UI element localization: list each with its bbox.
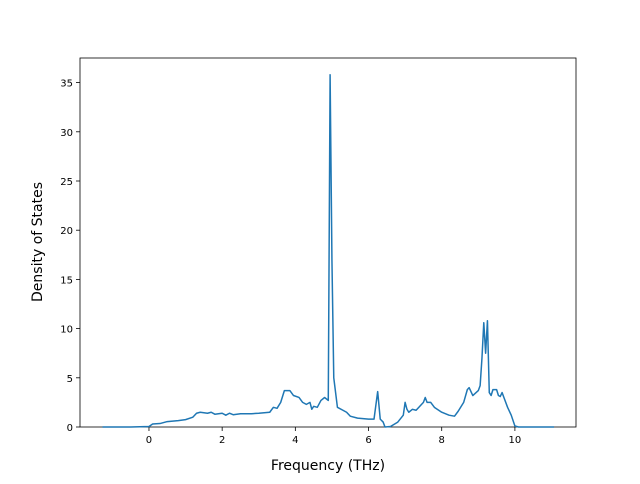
x-tick-label: 6: [365, 435, 371, 446]
x-tick-label: 10: [509, 435, 522, 446]
y-tick-label: 30: [60, 128, 73, 139]
axes-frame: [79, 57, 577, 428]
y-tick-label: 20: [60, 226, 73, 237]
y-tick-label: 15: [60, 275, 73, 286]
y-tick-label: 5: [67, 374, 73, 385]
y-tick-label: 25: [60, 177, 73, 188]
x-tick-label: 2: [219, 435, 225, 446]
data-line: [102, 73, 555, 428]
y-axis-label: Density of States: [30, 182, 46, 302]
x-axis-label: Frequency (THz): [271, 458, 385, 474]
y-tick-label: 0: [67, 423, 73, 434]
y-tick-label: 10: [60, 325, 73, 336]
x-tick-label: 8: [439, 435, 445, 446]
x-tick-label: 0: [146, 435, 152, 446]
y-tick-label: 35: [60, 79, 73, 90]
x-tick-label: 4: [292, 435, 298, 446]
